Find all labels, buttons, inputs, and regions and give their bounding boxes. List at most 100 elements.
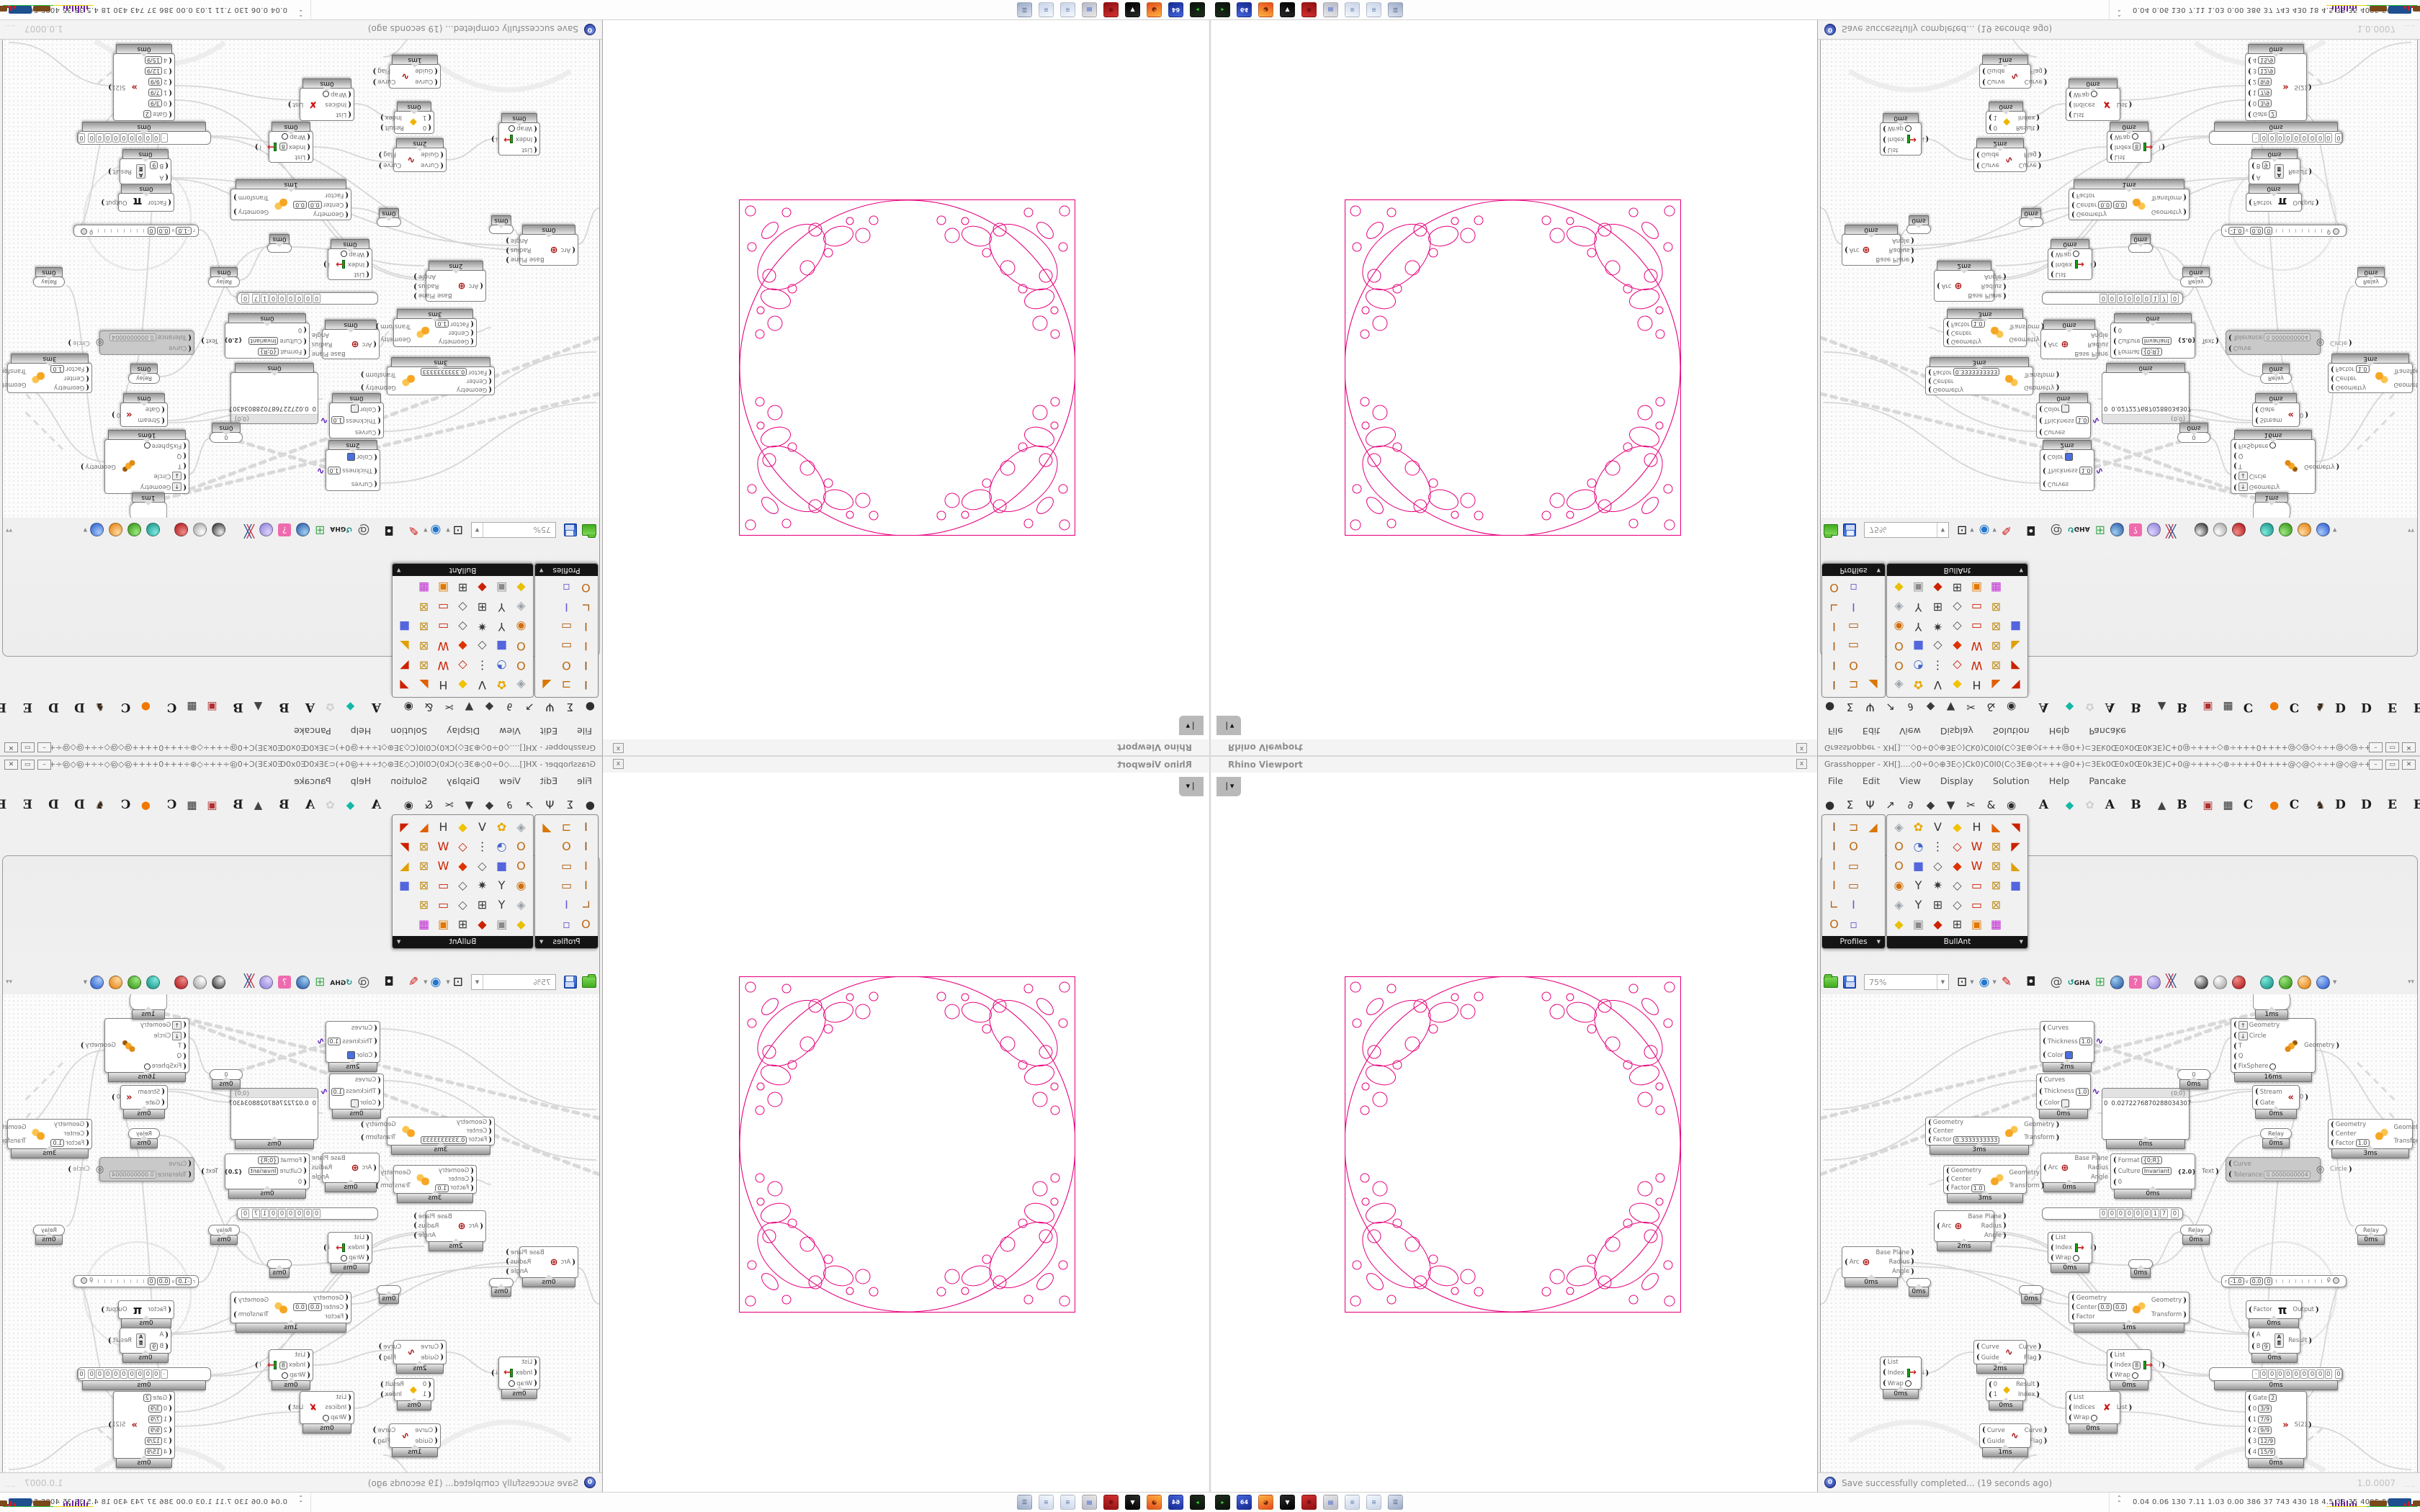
output-grip[interactable]: ) <box>2308 83 2312 91</box>
toolbar-overflow-icon[interactable]: ▾▾ <box>6 526 13 534</box>
value-chip[interactable]: 9/9 <box>2258 78 2272 86</box>
gh-node-arc3[interactable]: (Arc ⊕ Base Plane) Radius) Angle) <box>1842 234 1914 266</box>
input-grip[interactable]: ( <box>1928 1135 1932 1144</box>
input-grip[interactable]: ( <box>303 347 307 356</box>
barrel-icon[interactable]: ◘ <box>384 974 394 989</box>
palette-icon[interactable]: O <box>581 581 591 595</box>
palette-icon[interactable]: O <box>516 840 526 853</box>
output-grip[interactable]: ) <box>372 1437 377 1445</box>
gh-node-scale1[interactable]: (Geometry(Center(Factor 0.3333333333 Geome… <box>1925 1117 2059 1146</box>
input-grip[interactable]: ( <box>366 1233 369 1242</box>
value-chip[interactable]: Invariant <box>248 336 279 345</box>
palette-icon[interactable]: ✿ <box>496 678 507 692</box>
input-grip[interactable]: ( <box>2110 1371 2113 1380</box>
bird-plugin-tab-icon[interactable]: ♞ <box>94 701 105 714</box>
gh-node-arc2[interactable]: (Arc ⊕ Base Plane) Radius) Angle) <box>1934 1210 2007 1242</box>
app-red-icon[interactable]: ☸ <box>1301 2 1317 17</box>
gh-node-gate5[interactable]: (Gate 2(0 3/9(1 7/9(2 9/9(3 12/9(4 15/9» S(2)) <box>108 53 175 121</box>
slider-value-chip[interactable]: 0 <box>2264 1277 2273 1285</box>
input-grip[interactable]: ( <box>2051 260 2054 269</box>
input-grip[interactable]: ( <box>434 1426 438 1434</box>
gh-node-stream1[interactable]: (Stream(Gate «0) <box>2252 402 2308 427</box>
plugin-tab-C[interactable]: C <box>2289 700 2300 715</box>
input-grip[interactable]: ( <box>440 1354 444 1362</box>
app-blue-64-icon[interactable]: 64 <box>1168 1495 1183 1510</box>
palette-icon[interactable]: I <box>584 878 588 892</box>
input-grip[interactable]: ( <box>428 1390 431 1399</box>
gh-node-listitem3[interactable]: (List(Index 8 →(Wrap i) <box>2107 1349 2165 1381</box>
value-chip[interactable]: 0.0 <box>308 200 322 209</box>
menu-edit[interactable]: Edit <box>1862 726 1881 737</box>
value-chip[interactable]: 7/9 <box>2258 89 2272 96</box>
zoom-combo[interactable]: 75% ▼ <box>471 974 556 990</box>
palette-icon[interactable]: ◉ <box>1894 878 1904 892</box>
output-grip[interactable]: ) <box>413 1212 417 1221</box>
palette-icon[interactable]: ◇ <box>1953 898 1962 912</box>
output-grip[interactable]: ) <box>1911 255 1914 264</box>
zoom-combo[interactable]: 75% ▼ <box>471 522 556 538</box>
output-grip[interactable]: ) <box>413 1231 417 1240</box>
ribbons-icon[interactable]: ╳ ╳ <box>2166 523 2180 538</box>
input-grip[interactable]: ( <box>434 1437 438 1445</box>
input-grip[interactable]: ( <box>2043 1164 2047 1172</box>
input-grip[interactable]: ( <box>86 1130 89 1138</box>
close-button[interactable]: ✕ <box>4 742 18 752</box>
digit-cell[interactable]: · <box>2252 133 2260 143</box>
output-grip[interactable]: ) <box>111 1093 115 1102</box>
plugin-tab-C[interactable]: C <box>2289 797 2300 812</box>
input-grip[interactable]: ( <box>168 1305 171 1314</box>
output-grip[interactable]: ) <box>287 1403 292 1412</box>
input-grip[interactable]: ( <box>2255 1099 2259 1107</box>
input-grip[interactable]: ( <box>2113 347 2117 356</box>
palette-icon[interactable]: ◇ <box>478 859 487 873</box>
palette-icon[interactable]: ⊞ <box>1932 898 1943 912</box>
palette-icon[interactable]: I <box>1852 898 1855 912</box>
gh-node-arc1[interactable]: (Arc⊕Base Plane)Radius)Angle) <box>307 1153 380 1183</box>
color-swatch[interactable] <box>347 452 356 461</box>
digit-cell[interactable]: 0 <box>278 294 286 303</box>
viewport-dropdown-button[interactable]: ❘▾ <box>1216 777 1241 796</box>
palette-icon[interactable]: ◥ <box>2011 678 2020 692</box>
orange-ellipse-plugin-tab-icon[interactable]: ● <box>2269 701 2280 714</box>
ring-white-icon[interactable] <box>193 975 207 989</box>
message-count-badge[interactable]: 0 <box>584 1477 596 1488</box>
value-chip[interactable]: Invariant <box>2141 1167 2172 1176</box>
decimal-cell[interactable]: 0 <box>2334 133 2342 143</box>
output-grip[interactable]: ) <box>380 1390 384 1399</box>
palette-title[interactable]: BullAnt ▼ <box>1887 564 2027 576</box>
palette-icon[interactable]: ▭ <box>560 859 573 873</box>
input-grip[interactable]: ( <box>1976 1343 1980 1351</box>
input-grip[interactable]: ( <box>572 246 575 254</box>
input-grip[interactable]: ( <box>428 123 431 132</box>
palette-icon[interactable]: I <box>584 820 588 834</box>
menu-help[interactable]: Help <box>2048 775 2070 786</box>
node-canvas[interactable]: (Curves(Thickness 1.0 ∿(Color 2ms(Curves(Th… <box>1821 994 2417 1492</box>
gh-node-scale2[interactable]: (Geometry(Center(Factor1.0Geometry)Trans… <box>375 318 477 347</box>
input-grip[interactable]: ( <box>373 340 377 348</box>
gh-node-arc1[interactable]: (Arc⊕Base Plane)Radius)Angle) <box>2040 1153 2113 1183</box>
value-chip[interactable]: 9 <box>2262 1342 2270 1351</box>
input-grip[interactable]: ( <box>480 1222 483 1230</box>
palette-icon[interactable]: ▭ <box>1847 878 1860 892</box>
palette-icon[interactable]: ◇ <box>458 620 467 634</box>
resize-grip[interactable]: ‥‥ <box>2404 1481 2416 1489</box>
palette-icon[interactable]: ◇ <box>1953 600 1962 614</box>
save-file-icon[interactable] <box>1843 523 1856 536</box>
plugin-tab-B[interactable]: B <box>2130 700 2141 715</box>
palette-icon[interactable]: ◆ <box>516 917 526 931</box>
input-grip[interactable]: ( <box>2233 472 2237 480</box>
digit-cell[interactable]: 0 <box>2300 133 2308 143</box>
chevron-down-icon[interactable]: ▼ <box>1937 975 1948 989</box>
digit-cell[interactable]: 0 <box>2324 133 2332 143</box>
digit-cell[interactable]: 0 <box>152 1369 160 1379</box>
value-chip[interactable]: 8 <box>2133 143 2141 151</box>
input-grip[interactable]: ( <box>1982 78 1986 86</box>
palette-icon[interactable]: ◣ <box>2011 639 2020 653</box>
output-grip[interactable]: ) <box>490 1369 495 1377</box>
slider-track[interactable] <box>169 1368 210 1380</box>
value-chip[interactable]: 12/9 <box>2258 1437 2276 1445</box>
output-grip[interactable]: ) <box>201 1167 205 1176</box>
value-chip[interactable]: 7/9 <box>148 1416 162 1423</box>
output-grip[interactable]: ) <box>413 282 417 290</box>
gem-red-icon[interactable] <box>174 523 189 537</box>
